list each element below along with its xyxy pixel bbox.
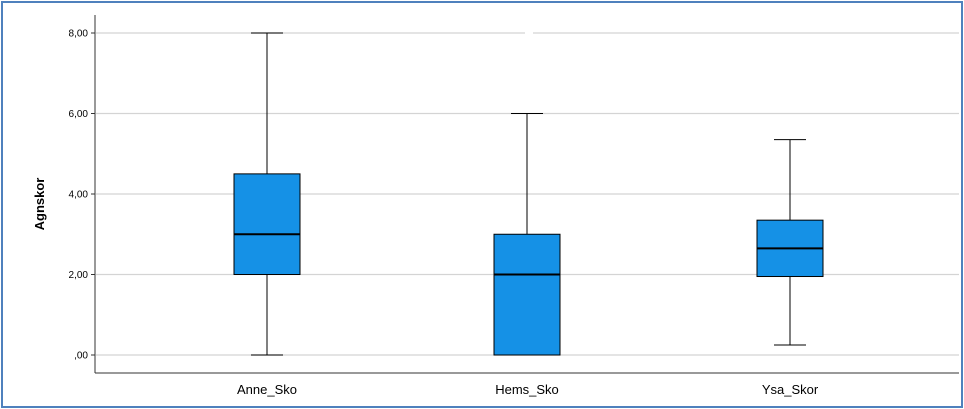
boxplot-chart: ,00 2,00 4,00 6,00 8,00 Agnskor Anne_Sko Hems_S…	[32, 15, 959, 397]
y-tick-label-1: 2,00	[69, 270, 89, 281]
y-tick-label-0: ,00	[74, 351, 88, 362]
y-tick-label-2: 4,00	[69, 190, 89, 201]
y-axis-label: Agnskor	[32, 178, 47, 231]
y-tick-label-3: 6,00	[69, 109, 89, 120]
x-tick-label-anne-sko: Anne_Sko	[237, 382, 297, 397]
box-hems-sko	[493, 233, 561, 356]
y-tick-label-4: 8,00	[69, 29, 89, 40]
gridline-gap	[525, 31, 533, 35]
x-tick-label-hems-sko: Hems_Sko	[495, 382, 559, 397]
box-anne-sko	[233, 173, 301, 275]
x-tick-label-ysa-skor: Ysa_Skor	[762, 382, 819, 397]
